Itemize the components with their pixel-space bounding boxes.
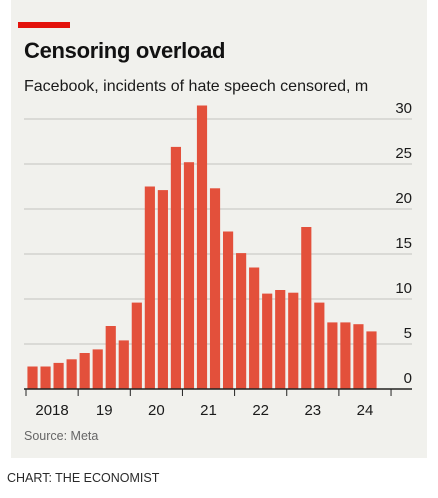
bar [40, 366, 51, 389]
x-tick-label: 21 [200, 402, 217, 419]
bar [157, 190, 168, 389]
bar [66, 359, 77, 389]
bar [340, 322, 351, 389]
y-tick-label: 10 [395, 280, 412, 297]
x-tick-label: 24 [357, 402, 374, 419]
bar [275, 290, 286, 389]
brand-tag [18, 22, 70, 28]
bar [105, 326, 116, 389]
y-tick-label: 20 [395, 190, 412, 207]
bar [92, 349, 103, 389]
y-tick-label: 15 [395, 235, 412, 252]
bar [144, 186, 155, 389]
bar [249, 267, 260, 389]
chart-subtitle: Facebook, incidents of hate speech censo… [24, 78, 369, 95]
y-tick-labels: 0 5 10 15 20 25 30 [395, 100, 412, 387]
x-tick-labels: 2018 19 20 21 22 23 24 [35, 402, 373, 419]
bar [196, 105, 208, 389]
bar [209, 188, 221, 389]
bar [131, 302, 142, 389]
bar [288, 292, 299, 389]
bar [118, 340, 129, 389]
bars [27, 105, 377, 389]
bar [353, 324, 364, 389]
x-tick-label: 22 [252, 402, 269, 419]
bar [262, 293, 273, 389]
bar [79, 353, 90, 389]
bar [327, 322, 338, 389]
chart-title: Censoring overload [24, 38, 226, 63]
y-tick-label: 5 [404, 325, 412, 342]
bar [222, 231, 234, 389]
chart-credit: CHART: THE ECONOMIST [7, 471, 160, 485]
bar [366, 331, 377, 389]
y-tick-label: 0 [404, 370, 412, 387]
x-axis [24, 388, 412, 396]
bar [301, 227, 312, 389]
bar [27, 366, 38, 389]
chart-source: Source: Meta [24, 429, 99, 443]
bar [183, 162, 195, 389]
bar [236, 253, 247, 389]
bar [170, 146, 182, 389]
x-tick-label: 20 [148, 402, 165, 419]
x-tick-label: 23 [304, 402, 321, 419]
x-tick-label: 19 [96, 402, 113, 419]
x-tick-label: 2018 [35, 402, 68, 419]
y-tick-label: 30 [395, 100, 412, 117]
y-tick-label: 25 [395, 145, 412, 162]
bar [314, 302, 325, 389]
bar [53, 362, 64, 389]
